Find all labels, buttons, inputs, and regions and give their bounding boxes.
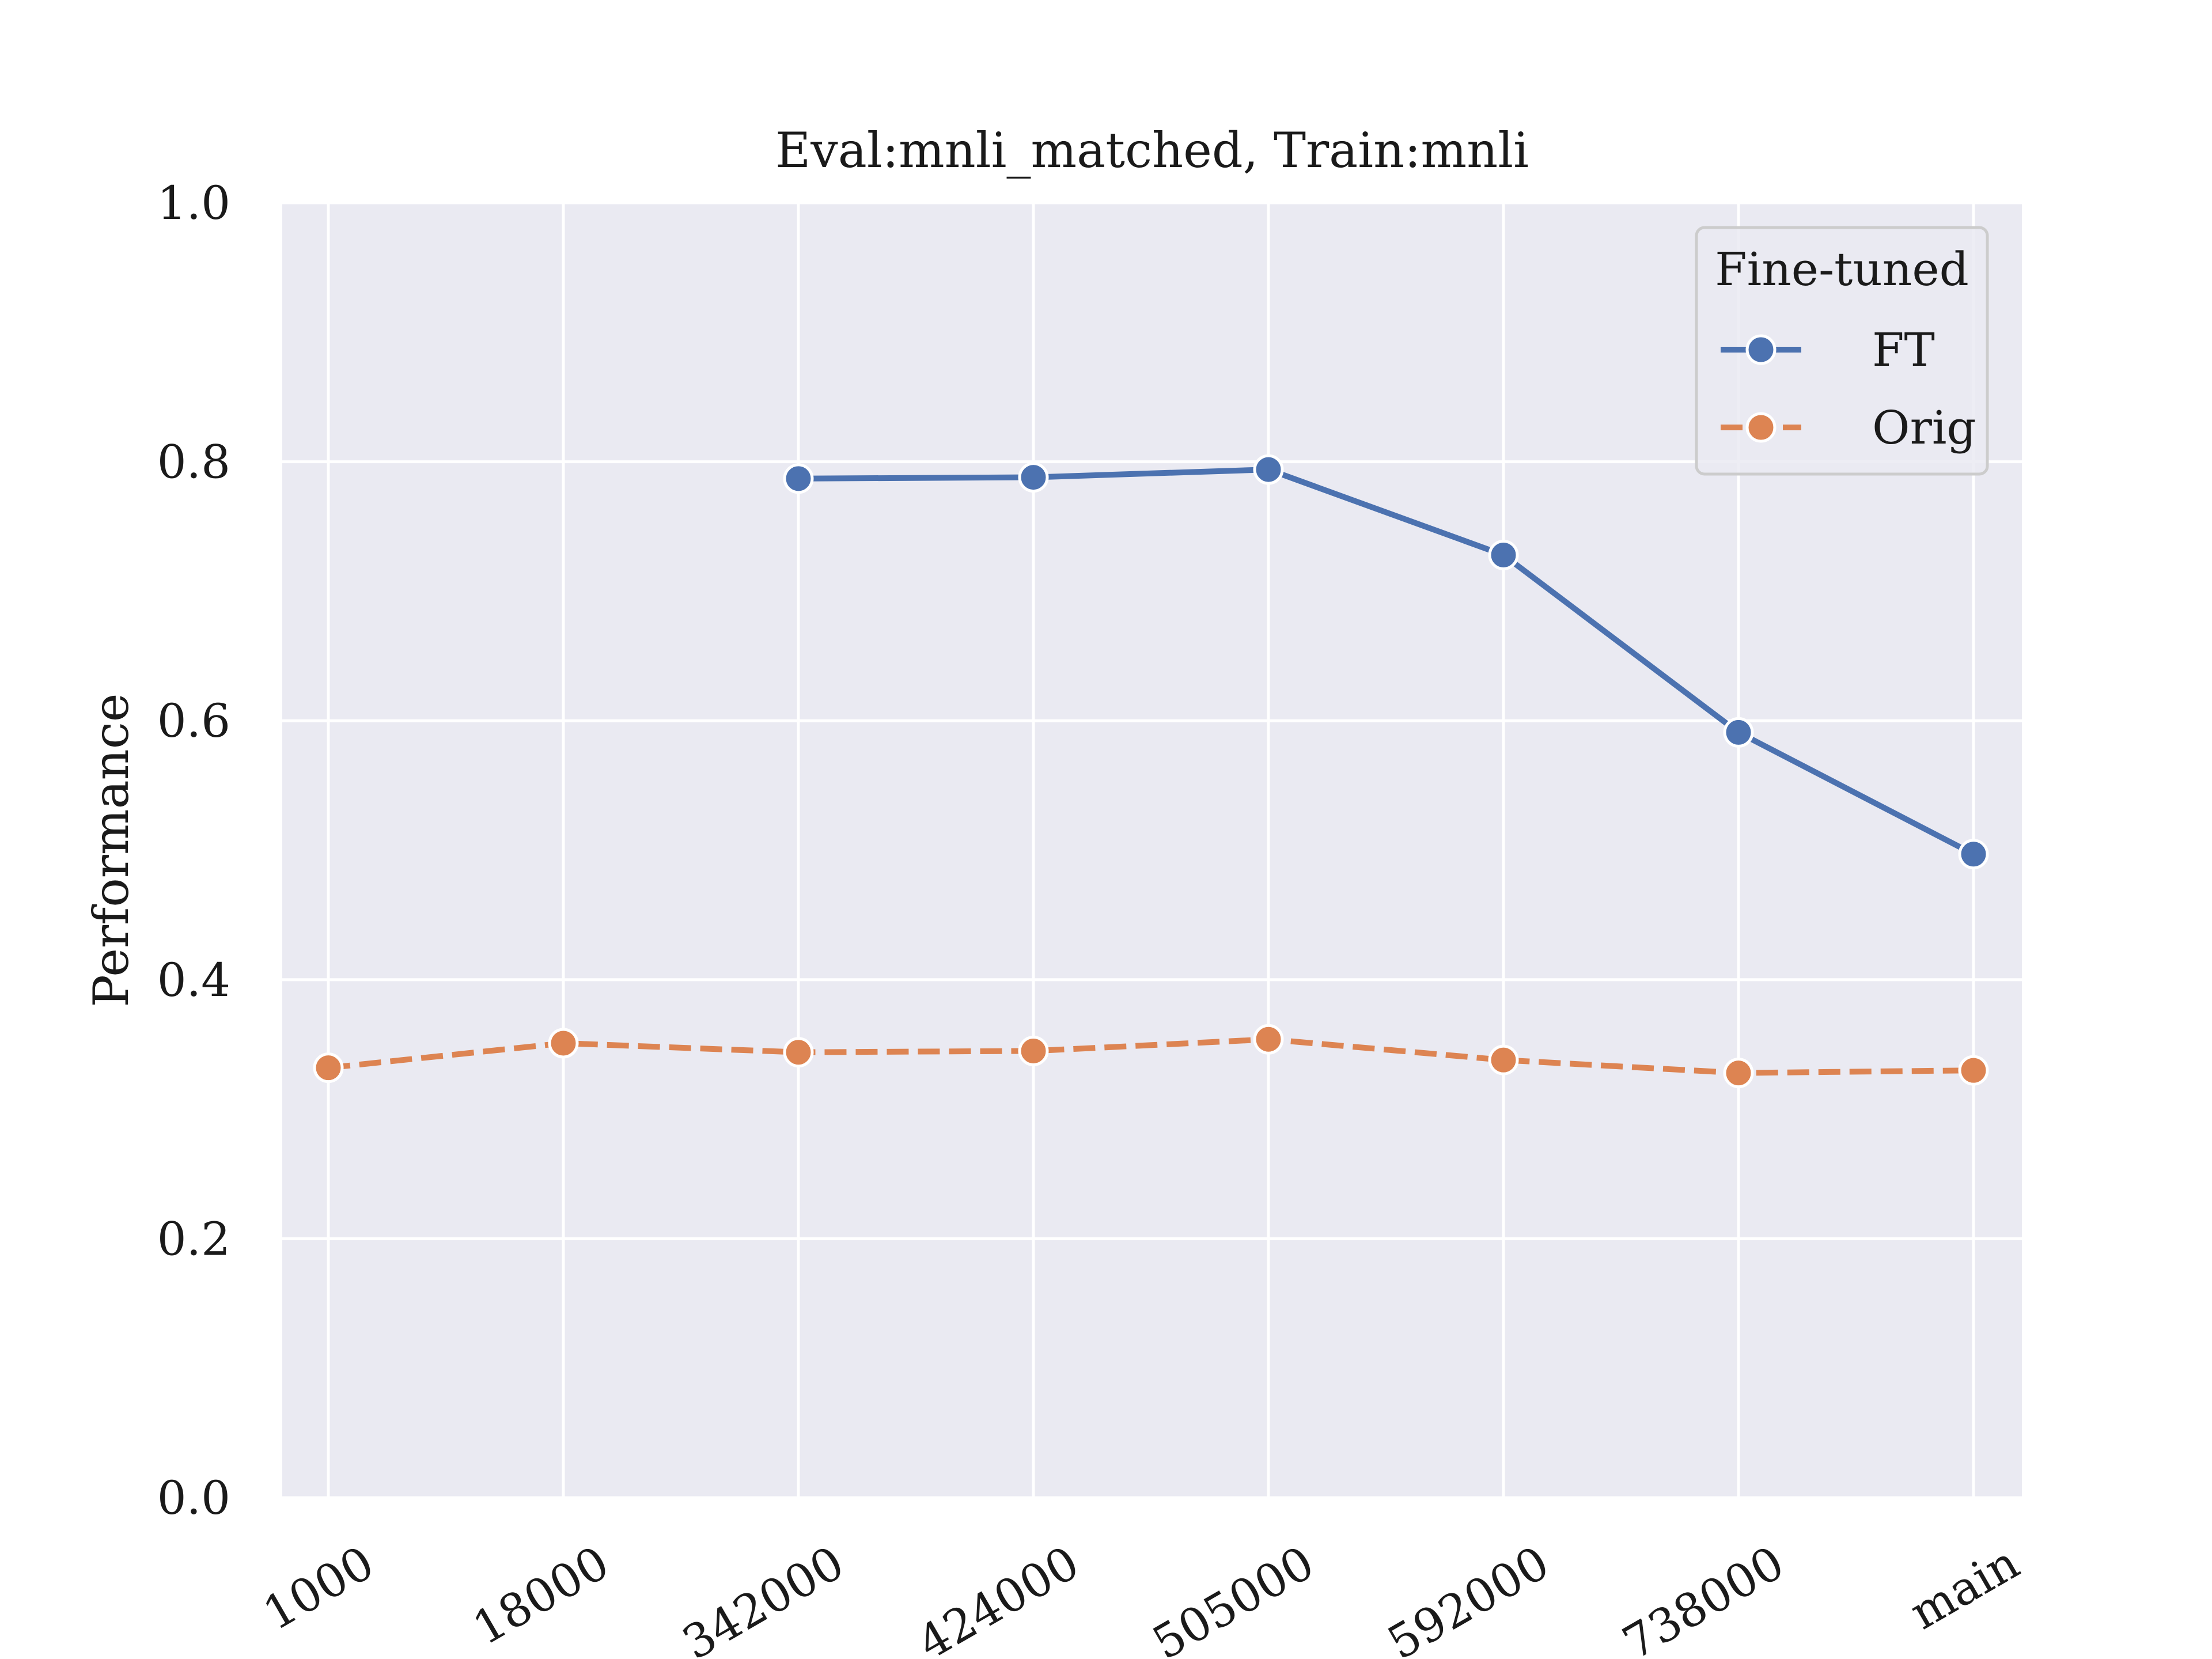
data-point-orig-main — [1958, 1055, 1989, 1086]
data-point-orig-342000 — [783, 1037, 814, 1068]
y-axis-title: Performance — [83, 693, 139, 1007]
data-point-orig-18000 — [548, 1028, 579, 1059]
y-tick-label: 0.6 — [157, 694, 230, 748]
x-tick-label: 424000 — [909, 1536, 1088, 1659]
chart-title: Eval:mnli_matched, Train:mnli — [775, 122, 1529, 179]
y-tick-label: 1.0 — [157, 176, 230, 230]
x-tick-label: 592000 — [1379, 1536, 1558, 1659]
x-tick-label: 18000 — [464, 1536, 618, 1656]
data-point-orig-505000 — [1253, 1024, 1284, 1055]
y-tick-label: 0.0 — [157, 1471, 230, 1525]
x-axis-ticks: 1000 18000 342000 424000 505000 592000 738000 m… — [255, 1536, 2028, 1659]
x-tick-label: 738000 — [1614, 1536, 1793, 1659]
legend-title: Fine-tuned — [1715, 243, 1969, 296]
data-point-ft-main — [1958, 839, 1989, 870]
series-layer — [313, 454, 1989, 1089]
series-line-ft — [798, 467, 1975, 857]
legend-label-orig: Orig — [1872, 401, 1976, 454]
legend: Fine-tuned FT Orig — [1695, 226, 1989, 476]
legend-marker-orig — [1745, 412, 1777, 443]
legend-label-ft: FT — [1872, 323, 1935, 377]
x-tick-label: main — [1901, 1536, 2028, 1640]
data-point-ft-505000 — [1253, 454, 1284, 485]
data-point-ft-592000 — [1488, 539, 1519, 570]
y-axis-ticks: 0.0 0.2 0.4 0.6 0.8 1.0 — [157, 176, 230, 1525]
y-tick-label: 0.2 — [157, 1212, 230, 1266]
data-point-orig-424000 — [1018, 1035, 1049, 1066]
legend-items: FT Orig — [1721, 323, 1976, 454]
y-tick-label: 0.8 — [157, 435, 230, 489]
series-line-orig — [328, 1036, 1974, 1076]
data-point-orig-738000 — [1723, 1058, 1754, 1089]
x-tick-label: 1000 — [255, 1536, 383, 1641]
data-point-ft-424000 — [1018, 462, 1049, 493]
data-point-orig-592000 — [1488, 1044, 1519, 1075]
x-tick-label: 505000 — [1144, 1536, 1323, 1659]
y-tick-label: 0.4 — [157, 953, 230, 1007]
legend-box — [1695, 226, 1989, 476]
data-point-ft-738000 — [1723, 717, 1754, 748]
legend-marker-ft — [1745, 334, 1777, 365]
data-point-ft-342000 — [783, 463, 814, 494]
x-tick-label: 342000 — [674, 1536, 853, 1659]
data-point-orig-1000 — [313, 1052, 344, 1084]
